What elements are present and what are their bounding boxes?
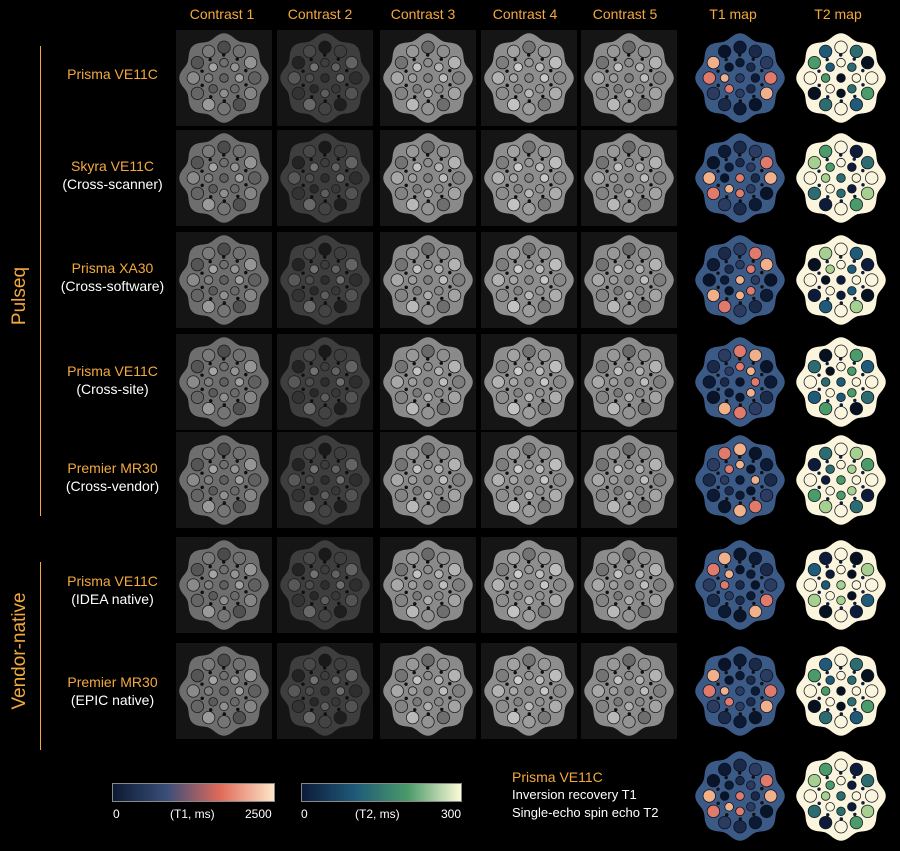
- t1-colorbar-unit: (T1, ms): [170, 807, 215, 821]
- contrast-image: [481, 232, 577, 328]
- contrast-image: [481, 537, 577, 633]
- reference-legend: Prisma VE11C Inversion recovery T1 Singl…: [512, 768, 658, 822]
- t1-map-image: [695, 133, 785, 223]
- row-scanner: Prisma XA30: [71, 260, 154, 276]
- row-condition: (Cross-site): [76, 381, 149, 397]
- row-scanner: Prisma VE11C: [67, 66, 158, 82]
- contrast-image: [481, 30, 577, 126]
- contrast-image: [277, 334, 373, 430]
- row-label-4: Prisma VE11C (Cross-site): [40, 362, 185, 398]
- t1-colorbar-min: 0: [113, 807, 120, 821]
- contrast-image: [581, 130, 677, 226]
- contrast-image: [277, 30, 373, 126]
- contrast-image: [380, 432, 476, 528]
- row-label-1: Prisma VE11C: [40, 65, 185, 83]
- t2-map-image: [796, 435, 886, 525]
- contrast-image: [277, 232, 373, 328]
- t2-map-image: [796, 646, 886, 736]
- row-condition: (IDEA native): [71, 591, 154, 607]
- contrast-image: [176, 130, 272, 226]
- t1-map-image: [695, 646, 785, 736]
- column-header-contrast-2: Contrast 2: [287, 6, 353, 22]
- row-condition: (Cross-vendor): [65, 478, 160, 494]
- t1-colorbar-max: 2500: [245, 807, 272, 821]
- contrast-image: [481, 334, 577, 430]
- row-scanner: Prisma VE11C: [67, 363, 158, 379]
- column-header-contrast-1: Contrast 1: [189, 6, 255, 22]
- row-scanner: Prisma VE11C: [67, 573, 158, 589]
- contrast-image: [380, 643, 476, 739]
- column-header-t1-map: T1 map: [709, 6, 757, 22]
- row-condition: (Cross-scanner): [62, 176, 163, 192]
- group-label-pulseq: Pulseq: [9, 266, 30, 326]
- row-condition: (Cross-software): [60, 278, 165, 294]
- contrast-image: [176, 232, 272, 328]
- reference-t2-method: Single-echo spin echo T2: [512, 805, 659, 820]
- contrast-image: [380, 30, 476, 126]
- row-label-2: Skyra VE11C (Cross-scanner): [40, 157, 185, 193]
- contrast-image: [481, 130, 577, 226]
- t1-colorbar: [112, 783, 275, 802]
- column-header-contrast-3: Contrast 3: [390, 6, 456, 22]
- contrast-image: [176, 30, 272, 126]
- contrast-image: [380, 232, 476, 328]
- row-label-5: Premier MR30 (Cross-vendor): [40, 459, 185, 495]
- row-label-3: Prisma XA30 (Cross-software): [40, 259, 185, 295]
- t1-map-image: [695, 235, 785, 325]
- contrast-image: [481, 432, 577, 528]
- contrast-image: [277, 432, 373, 528]
- pulseq-bracket: [40, 46, 41, 516]
- contrast-image: [176, 334, 272, 430]
- contrast-image: [277, 643, 373, 739]
- t1-map-image: [695, 751, 785, 841]
- contrast-image: [176, 643, 272, 739]
- row-label-7: Premier MR30 (EPIC native): [40, 673, 185, 709]
- t2-map-image: [796, 751, 886, 841]
- row-label-6: Prisma VE11C (IDEA native): [40, 572, 185, 608]
- contrast-image: [581, 232, 677, 328]
- contrast-image: [380, 537, 476, 633]
- column-header-t2-map: T2 map: [814, 6, 862, 22]
- t1-map-image: [695, 337, 785, 427]
- contrast-image: [581, 432, 677, 528]
- contrast-image: [481, 643, 577, 739]
- row-scanner: Skyra VE11C: [71, 158, 154, 174]
- contrast-image: [277, 130, 373, 226]
- column-header-contrast-4: Contrast 4: [492, 6, 558, 22]
- contrast-image: [581, 537, 677, 633]
- row-scanner: Premier MR30: [67, 460, 158, 476]
- t2-map-image: [796, 33, 886, 123]
- t2-colorbar-max: 300: [441, 807, 462, 821]
- contrast-image: [581, 643, 677, 739]
- contrast-image: [380, 334, 476, 430]
- t2-colorbar-unit: (T2, ms): [355, 807, 400, 821]
- t1-map-image: [695, 540, 785, 630]
- vendor-native-bracket: [40, 562, 41, 750]
- t2-colorbar-min: 0: [301, 807, 308, 821]
- contrast-image: [277, 537, 373, 633]
- t2-map-image: [796, 337, 886, 427]
- t1-map-image: [695, 33, 785, 123]
- contrast-image: [176, 432, 272, 528]
- row-condition: (EPIC native): [70, 692, 155, 708]
- t1-map-image: [695, 435, 785, 525]
- row-scanner: Premier MR30: [67, 674, 158, 690]
- t2-map-image: [796, 235, 886, 325]
- t2-colorbar: [301, 783, 462, 802]
- column-header-contrast-5: Contrast 5: [592, 6, 658, 22]
- t2-map-image: [796, 540, 886, 630]
- reference-title: Prisma VE11C: [512, 769, 603, 785]
- contrast-image: [581, 334, 677, 430]
- group-label-vendor-native: Vendor-native: [9, 592, 30, 710]
- contrast-image: [380, 130, 476, 226]
- t2-map-image: [796, 133, 886, 223]
- contrast-image: [581, 30, 677, 126]
- reference-t1-method: Inversion recovery T1: [512, 787, 637, 802]
- contrast-image: [176, 537, 272, 633]
